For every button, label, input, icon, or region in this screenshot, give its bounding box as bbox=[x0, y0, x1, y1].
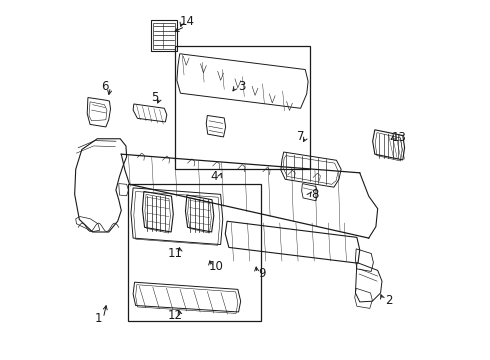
Text: 5: 5 bbox=[151, 91, 158, 104]
Text: 8: 8 bbox=[311, 188, 318, 201]
Text: 11: 11 bbox=[168, 247, 183, 260]
Text: 1: 1 bbox=[94, 311, 102, 325]
Text: 10: 10 bbox=[209, 260, 224, 273]
Bar bbox=[175, 45, 310, 169]
Text: 2: 2 bbox=[385, 294, 392, 307]
Text: 4: 4 bbox=[211, 170, 218, 183]
Text: 9: 9 bbox=[258, 267, 266, 280]
Text: 6: 6 bbox=[101, 80, 109, 93]
Text: 14: 14 bbox=[180, 15, 195, 28]
Bar bbox=[128, 184, 261, 320]
Text: 13: 13 bbox=[392, 131, 407, 144]
Bar bbox=[153, 23, 175, 49]
Text: 7: 7 bbox=[297, 130, 304, 144]
Bar bbox=[151, 21, 177, 51]
Text: 12: 12 bbox=[168, 309, 183, 322]
Text: 3: 3 bbox=[238, 80, 245, 93]
